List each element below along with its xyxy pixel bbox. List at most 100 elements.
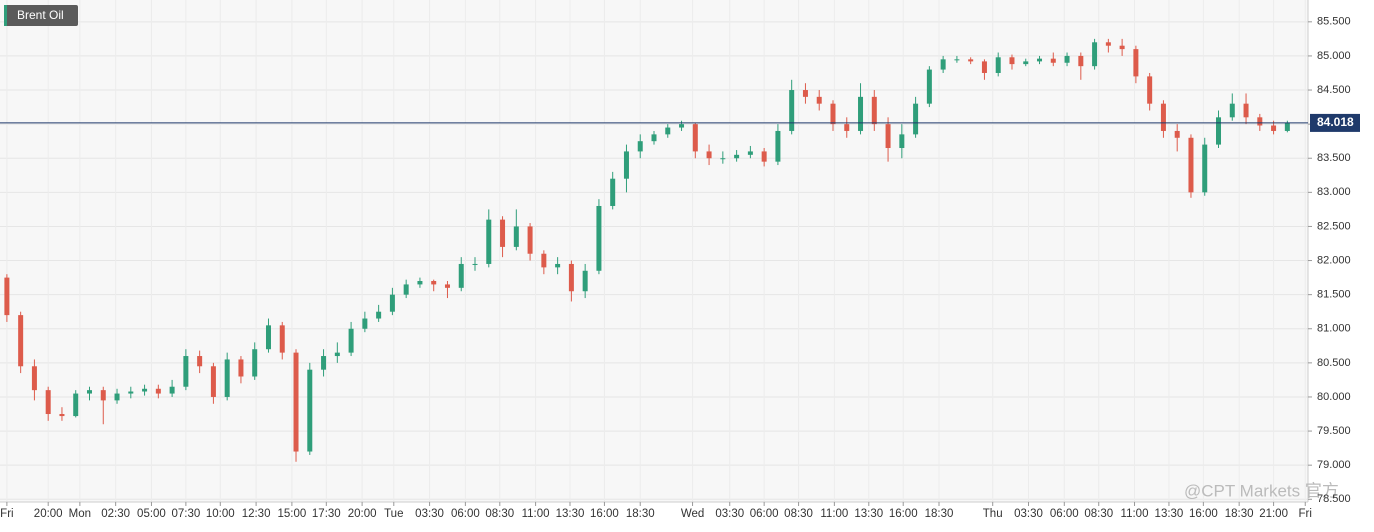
x-tick-label: 06:00: [1050, 508, 1079, 520]
candle-body: [1160, 103, 1166, 131]
x-tick-label: Mon: [69, 508, 91, 520]
x-tick-label: 07:30: [171, 508, 200, 520]
candle-body: [541, 253, 547, 268]
candle-body: [623, 151, 629, 179]
candle-body: [1037, 58, 1043, 62]
candle-body: [789, 90, 795, 131]
candle-body: [321, 356, 327, 370]
candle-body: [885, 124, 891, 149]
candle-body: [555, 263, 561, 268]
x-tick-label: 18:30: [626, 508, 655, 520]
candle-body: [582, 270, 588, 292]
candle-body: [1271, 125, 1277, 131]
candle-body: [665, 127, 671, 135]
candle-body: [417, 281, 423, 285]
candle-body: [1078, 55, 1084, 67]
y-tick-label: 82.000: [1317, 254, 1351, 266]
candle-body: [1147, 76, 1153, 104]
y-tick-label: 80.000: [1317, 391, 1351, 403]
y-tick-label: 83.500: [1317, 152, 1351, 164]
x-tick-label: 20:00: [34, 508, 63, 520]
candle-body: [431, 281, 437, 285]
candle-body: [59, 414, 65, 417]
candle-body: [954, 59, 960, 61]
candle-body: [568, 263, 574, 292]
candle-body: [747, 151, 753, 155]
watermark: @CPT Markets 官方: [1184, 481, 1339, 500]
candle-body: [1009, 57, 1015, 65]
x-tick-label: 15:00: [277, 508, 306, 520]
candle-body: [610, 178, 616, 206]
candle-body: [1092, 42, 1098, 67]
x-tick-label: Fri: [0, 508, 13, 520]
y-tick-label: 80.500: [1317, 357, 1351, 369]
candle-body: [940, 59, 946, 70]
candle-body: [1188, 137, 1194, 193]
x-tick-label: Fri: [1299, 508, 1312, 520]
candle-body: [1133, 49, 1139, 77]
candle-body: [899, 134, 905, 149]
candle-body: [183, 356, 189, 387]
y-tick-label: 83.000: [1317, 186, 1351, 198]
candle-body: [307, 369, 313, 452]
title-accent: [4, 5, 7, 26]
x-tick-label: 13:30: [1155, 508, 1184, 520]
candle-body: [1202, 144, 1208, 193]
candle-body: [968, 59, 974, 62]
candle-body: [527, 226, 533, 254]
x-tick-label: 16:00: [889, 508, 918, 520]
candle-body: [1050, 58, 1056, 63]
candle-body: [651, 134, 657, 142]
candle-body: [679, 124, 685, 128]
x-tick-label: Wed: [681, 508, 704, 520]
x-tick-label: 03:30: [415, 508, 444, 520]
x-tick-label: 12:30: [242, 508, 271, 520]
candle-body: [18, 315, 24, 367]
x-tick-label: 02:30: [101, 508, 130, 520]
candle-body: [1174, 130, 1180, 138]
last-price-box: [1310, 113, 1360, 132]
x-tick-label: 18:30: [1225, 508, 1254, 520]
candle-body: [210, 366, 216, 397]
candle-body: [734, 154, 740, 159]
x-tick-label: 06:00: [750, 508, 779, 520]
y-tick-label: 82.500: [1317, 220, 1351, 232]
candle-body: [1284, 122, 1290, 131]
candle-body: [155, 388, 161, 394]
candle-body: [45, 390, 51, 415]
candle-body: [31, 366, 37, 391]
candle-body: [4, 277, 10, 316]
candle-body: [1023, 61, 1029, 65]
candle-body: [197, 356, 203, 367]
x-tick-label: 03:30: [1014, 508, 1043, 520]
candle-body: [981, 61, 987, 73]
candle-body: [100, 390, 106, 401]
candle-body: [458, 263, 464, 288]
candle-body: [802, 90, 808, 97]
candle-body: [334, 352, 340, 357]
candle-body: [830, 103, 836, 125]
candle-body: [995, 57, 1001, 73]
candle-body: [637, 141, 643, 152]
x-tick-label: Tue: [384, 508, 403, 520]
candle-body: [348, 328, 354, 353]
x-tick-label: 11:00: [522, 508, 550, 520]
title-badge: [4, 5, 78, 26]
candle-body: [265, 325, 271, 350]
x-tick-label: 08:30: [485, 508, 514, 520]
candle-body: [486, 219, 492, 264]
candle-body: [720, 158, 726, 160]
candle-body: [86, 390, 92, 394]
y-tick-label: 85.500: [1317, 16, 1351, 28]
candle-body: [128, 391, 134, 394]
x-tick-label: 21:00: [1259, 508, 1288, 520]
candle-body: [761, 151, 767, 162]
x-tick-label: 18:30: [925, 508, 954, 520]
x-tick-label: 10:00: [206, 508, 235, 520]
candle-body: [376, 311, 382, 319]
x-tick-label: 13:30: [854, 508, 883, 520]
candle-body: [692, 124, 698, 152]
x-tick-label: 05:00: [137, 508, 166, 520]
candle-body: [362, 318, 368, 329]
